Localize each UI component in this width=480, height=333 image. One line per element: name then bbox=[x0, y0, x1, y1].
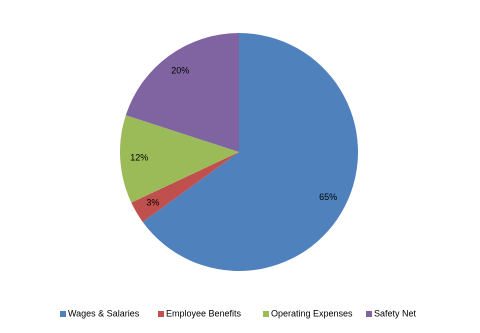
legend-marker bbox=[366, 311, 372, 317]
data-label: 65% bbox=[319, 192, 337, 202]
pie-slice bbox=[131, 152, 239, 222]
legend-marker bbox=[60, 311, 66, 317]
pie-slice bbox=[142, 33, 358, 271]
legend-label: Employee Benefits bbox=[166, 308, 242, 318]
legend-marker bbox=[263, 311, 269, 317]
legend-label: Safety Net bbox=[374, 308, 417, 318]
legend-marker bbox=[158, 311, 164, 317]
data-label: 12% bbox=[130, 153, 148, 163]
data-label: 20% bbox=[171, 65, 189, 75]
pie-slice bbox=[119, 115, 239, 203]
pie-slice bbox=[125, 33, 239, 152]
data-label: 3% bbox=[146, 197, 159, 207]
legend-label: Wages & Salaries bbox=[68, 308, 140, 318]
legend-label: Operating Expenses bbox=[271, 308, 353, 318]
